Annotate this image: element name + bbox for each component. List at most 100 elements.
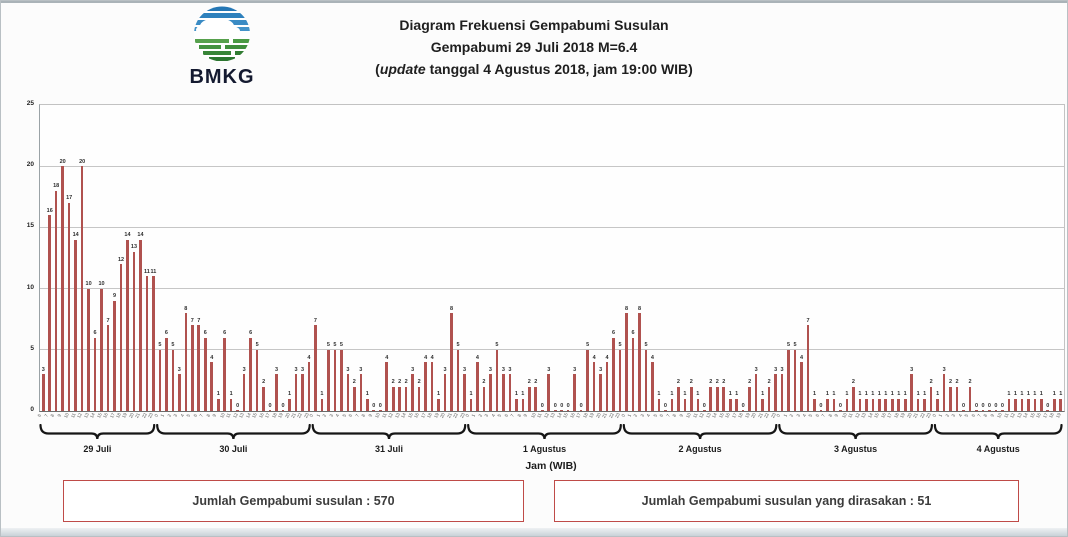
bar-value-label: 2 <box>527 379 531 386</box>
bar-value-label: 0 <box>981 402 985 409</box>
aftershock-bar <box>916 398 920 411</box>
bar-value-label: 3 <box>346 366 350 373</box>
bar-value-label: 3 <box>488 366 492 373</box>
bar-value-label: 1 <box>287 391 292 398</box>
hour-tick-label: 19 <box>277 412 284 419</box>
aftershock-bar <box>106 325 110 411</box>
hour-tick-label: 13 <box>549 412 557 419</box>
aftershock-bar <box>353 386 356 411</box>
aftershock-bar <box>132 251 136 411</box>
bar-value-label: 2 <box>851 379 855 386</box>
title-line3-rest: tanggal 4 Agustus 2018, jam 19:00 WIB) <box>425 61 693 77</box>
hour-tick-label: 13 <box>238 412 245 419</box>
aftershock-bar <box>696 398 700 411</box>
hour-tick-label: 17 <box>886 412 894 419</box>
bar-value-label: 2 <box>968 379 972 386</box>
bar-value-label: 1 <box>877 391 881 398</box>
aftershock-bar <box>508 374 512 411</box>
aftershock-bar <box>923 398 926 411</box>
aftershock-bar <box>165 337 168 411</box>
aftershock-bar <box>767 386 771 411</box>
aftershock-bar <box>599 374 602 411</box>
hour-tick-label: 9 <box>211 413 218 418</box>
aftershock-bar <box>942 374 946 411</box>
bar-value-label: 13 <box>130 244 138 251</box>
hour-tick-label: 3 <box>483 413 490 418</box>
aftershock-bar <box>385 362 389 411</box>
aftershock-bar <box>216 398 220 411</box>
aftershock-bar <box>443 374 447 411</box>
aftershock-bar <box>346 374 350 411</box>
hour-tick-label: 14 <box>400 412 408 419</box>
bar-value-label: 1 <box>884 391 888 398</box>
bar-value-label: 4 <box>210 354 214 361</box>
bar-value-label: 14 <box>124 232 131 239</box>
day-group-label: 30 Juli <box>219 444 248 454</box>
aftershock-bar <box>871 398 875 411</box>
bar-value-label: 3 <box>508 366 512 373</box>
bar-value-label: 3 <box>547 366 551 373</box>
bar-value-label: 2 <box>767 379 771 386</box>
hour-tick-label: 7 <box>354 413 360 418</box>
aftershock-bar <box>741 410 745 411</box>
bar-value-label: 5 <box>787 342 791 349</box>
aftershock-bar <box>813 398 816 411</box>
aftershock-bar <box>728 398 732 411</box>
aftershock-bar <box>333 349 337 411</box>
aftershock-bar <box>314 325 317 411</box>
bar-value-label: 3 <box>359 366 363 373</box>
bar-value-label: 7 <box>106 317 110 324</box>
hour-tick-label: 2 <box>632 413 639 418</box>
bar-value-label: 2 <box>722 379 726 386</box>
aftershock-bar <box>430 362 434 411</box>
bar-value-label: 1 <box>1059 391 1063 398</box>
aftershock-bar <box>839 410 842 411</box>
aftershock-bar <box>631 337 635 411</box>
hour-tick-label: 2 <box>321 413 328 418</box>
chart-title-line2: Gempabumi 29 Juli 2018 M=6.4 <box>430 39 638 55</box>
aftershock-bar <box>48 215 51 411</box>
bar-value-label: 8 <box>625 305 629 312</box>
aftershock-bar <box>605 362 609 411</box>
aftershock-bar <box>469 398 473 411</box>
bar-value-label: 8 <box>637 305 642 312</box>
aftershock-bar <box>113 300 116 411</box>
bar-value-label: 5 <box>339 342 343 349</box>
aftershock-bar <box>683 398 687 411</box>
aftershock-bar <box>184 313 188 411</box>
title-paren-open: ( <box>375 61 380 77</box>
aftershock-bar <box>968 386 972 411</box>
hour-tick-label: 2 <box>477 413 483 418</box>
hour-tick-label: 14 <box>1022 412 1030 419</box>
aftershock-bar <box>489 374 492 411</box>
hour-tick-label: 15 <box>873 412 881 419</box>
bar-value-label: 0 <box>579 402 583 409</box>
bar-value-label: 5 <box>495 342 499 349</box>
aftershock-bar <box>502 374 505 411</box>
bar-value-label: 8 <box>450 305 454 312</box>
aftershock-bar <box>249 337 252 411</box>
aftershock-bar <box>294 374 298 411</box>
bar-value-label: 5 <box>158 342 162 349</box>
bar-value-label: 1 <box>897 391 901 398</box>
aftershock-bar <box>534 386 538 411</box>
aftershock-bar <box>897 398 901 411</box>
aftershock-bar <box>845 398 849 411</box>
bar-value-label: 1 <box>1020 391 1024 398</box>
day-brace-0 <box>39 424 156 440</box>
bar-value-label: 9 <box>113 293 117 300</box>
gridline-y15 <box>40 226 1064 228</box>
hour-tick-label: 9 <box>833 413 840 418</box>
hour-tick-label: 19 <box>1054 412 1062 419</box>
hour-tick-label: 7 <box>665 413 671 418</box>
bar-value-label: 3 <box>300 366 304 373</box>
bar-value-label: 17 <box>66 195 73 202</box>
aftershock-bar <box>703 410 706 411</box>
aftershock-bar <box>910 374 913 411</box>
gridline-y10 <box>40 288 1064 290</box>
bar-value-label: 5 <box>333 342 337 349</box>
bar-value-label: 14 <box>72 232 79 239</box>
hour-tick-label: 7 <box>976 413 983 418</box>
hour-tick-label: 4 <box>334 413 341 418</box>
aftershock-bar <box>417 386 421 411</box>
